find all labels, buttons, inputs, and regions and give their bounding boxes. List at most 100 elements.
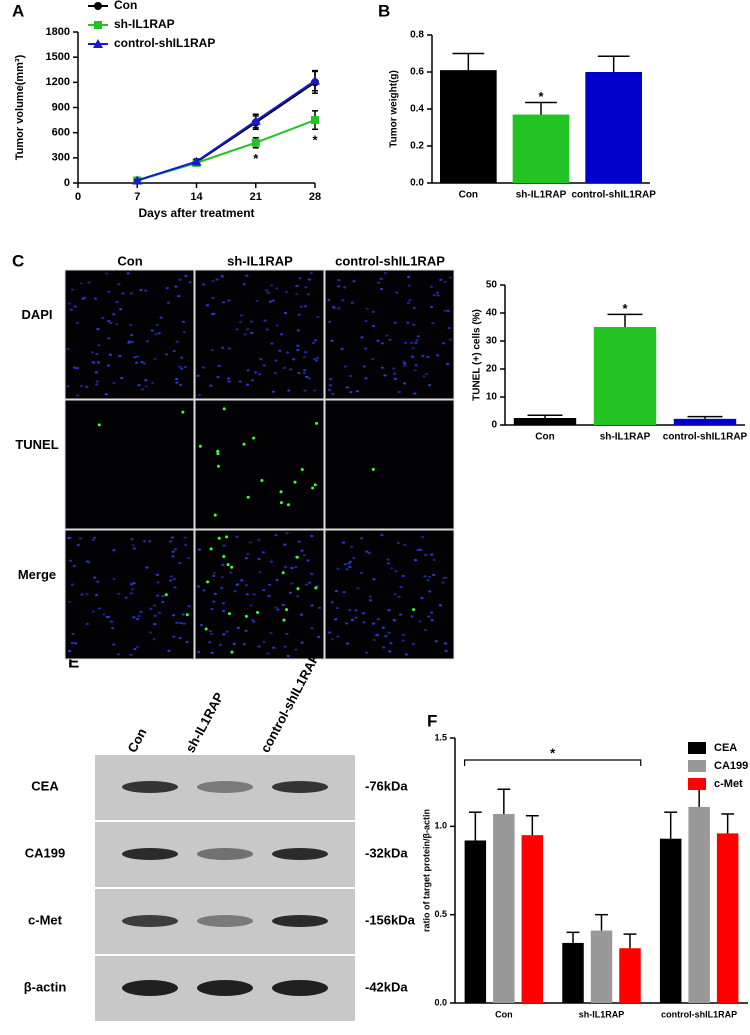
nucleus bbox=[135, 645, 139, 649]
nucleus bbox=[128, 323, 133, 326]
nucleus bbox=[272, 646, 276, 649]
y-tick-label: 1800 bbox=[46, 26, 70, 38]
nucleus bbox=[343, 286, 347, 289]
nucleus bbox=[157, 611, 162, 614]
nucleus bbox=[75, 366, 79, 370]
significance-bracket bbox=[464, 759, 642, 766]
bar bbox=[688, 806, 710, 1003]
nucleus bbox=[134, 361, 139, 364]
nucleus bbox=[94, 371, 98, 374]
nucleus bbox=[443, 280, 447, 284]
nucleus bbox=[423, 628, 428, 632]
nucleus bbox=[144, 379, 148, 382]
nucleus bbox=[90, 351, 95, 354]
tunel-spot bbox=[281, 571, 285, 575]
nucleus bbox=[443, 309, 447, 312]
nucleus bbox=[96, 328, 100, 331]
column-label: control-shIL1RAP bbox=[335, 253, 445, 268]
nucleus bbox=[250, 379, 255, 382]
panel-label: C bbox=[12, 251, 24, 270]
tunel-spot bbox=[213, 513, 217, 517]
nucleus bbox=[129, 583, 134, 586]
nucleus bbox=[255, 299, 259, 302]
tunel-spot bbox=[286, 503, 290, 507]
nucleus bbox=[183, 536, 187, 539]
nucleus bbox=[96, 361, 101, 364]
bar bbox=[439, 70, 497, 183]
tunel-spot bbox=[222, 407, 226, 411]
nucleus bbox=[248, 541, 252, 544]
bar bbox=[464, 840, 487, 1003]
tunel-spot bbox=[242, 442, 246, 446]
tunel-spot bbox=[226, 563, 230, 567]
nucleus bbox=[310, 604, 314, 607]
nucleus bbox=[362, 365, 367, 368]
nucleus bbox=[359, 537, 364, 540]
nucleus bbox=[238, 380, 242, 383]
tunel-spot bbox=[185, 613, 189, 617]
nucleus bbox=[412, 306, 416, 309]
nucleus bbox=[371, 357, 375, 361]
nucleus bbox=[343, 365, 347, 368]
nucleus bbox=[170, 536, 175, 539]
nucleus bbox=[185, 640, 189, 644]
nucleus bbox=[334, 618, 338, 621]
nucleus bbox=[246, 328, 250, 331]
nucleus bbox=[298, 277, 302, 280]
legend-label: control-shIL1RAP bbox=[114, 36, 215, 50]
nucleus bbox=[227, 347, 231, 350]
nucleus bbox=[172, 350, 176, 353]
micrograph bbox=[194, 399, 325, 530]
nucleus bbox=[73, 642, 78, 645]
tunel-spot bbox=[279, 490, 283, 494]
nucleus bbox=[388, 338, 392, 341]
nucleus bbox=[386, 562, 391, 565]
nucleus bbox=[239, 320, 243, 324]
nucleus bbox=[423, 575, 427, 578]
nucleus bbox=[107, 337, 111, 340]
nucleus bbox=[222, 633, 226, 636]
tunel-spot bbox=[164, 593, 168, 597]
nucleus bbox=[68, 536, 72, 540]
nucleus bbox=[268, 300, 273, 303]
nucleus bbox=[352, 556, 356, 560]
nucleus bbox=[85, 622, 90, 625]
bar bbox=[593, 327, 657, 425]
nucleus bbox=[283, 311, 288, 314]
row-label: TUNEL bbox=[15, 437, 58, 452]
nucleus bbox=[307, 278, 311, 281]
nucleus bbox=[364, 377, 368, 380]
nucleus bbox=[178, 561, 182, 565]
tunel-spot bbox=[198, 444, 202, 448]
nucleus bbox=[316, 635, 321, 639]
marker bbox=[311, 116, 319, 125]
nucleus bbox=[93, 297, 98, 300]
nucleus bbox=[271, 390, 276, 393]
legend-label: sh-IL1RAP bbox=[114, 17, 175, 31]
nucleus bbox=[75, 321, 80, 325]
nucleus bbox=[362, 621, 366, 624]
nucleus bbox=[250, 331, 254, 335]
nucleus bbox=[73, 305, 77, 308]
nucleus bbox=[257, 538, 261, 541]
nucleus bbox=[215, 278, 219, 281]
y-tick-label: 0 bbox=[491, 420, 497, 431]
nucleus bbox=[107, 290, 111, 293]
bar bbox=[619, 948, 641, 1003]
nucleus bbox=[410, 355, 414, 358]
nucleus bbox=[294, 566, 298, 569]
nucleus bbox=[66, 347, 70, 350]
nucleus bbox=[222, 609, 226, 612]
nucleus bbox=[317, 606, 322, 609]
tunel-spot bbox=[282, 618, 286, 622]
nucleus bbox=[371, 310, 376, 313]
nucleus bbox=[316, 315, 320, 319]
nucleus bbox=[150, 329, 154, 332]
nucleus bbox=[135, 355, 140, 358]
tunel-spot bbox=[313, 483, 317, 487]
size-label: -32kDa bbox=[365, 845, 408, 860]
nucleus bbox=[171, 550, 175, 553]
nucleus bbox=[349, 374, 353, 378]
nucleus bbox=[129, 292, 133, 295]
nucleus bbox=[303, 351, 308, 354]
